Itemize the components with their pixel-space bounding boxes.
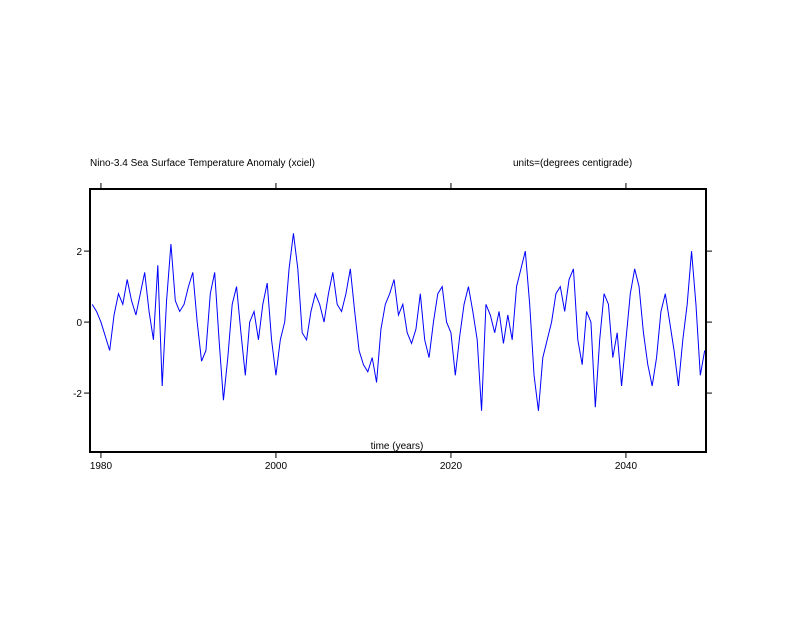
plot-frame — [89, 188, 707, 453]
y-tick-label: 0 — [76, 318, 82, 329]
x-tick-label: 2000 — [265, 461, 288, 472]
x-axis-label: time (years) — [371, 441, 424, 452]
data-line — [91, 233, 706, 411]
x-tick-label: 1980 — [90, 461, 113, 472]
chart-title: Nino-3.4 Sea Surface Temperature Anomaly… — [90, 158, 315, 169]
x-tick-label: 2040 — [615, 461, 638, 472]
units-label: units=(degrees centigrade) — [513, 158, 632, 169]
x-tick-label: 2020 — [440, 461, 463, 472]
y-tick-label: 2 — [76, 247, 82, 258]
y-tick-label: -2 — [73, 389, 82, 400]
